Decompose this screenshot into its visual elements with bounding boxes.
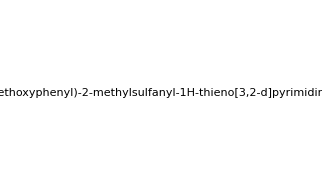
Text: 7-(4-methoxyphenyl)-2-methylsulfanyl-1H-thieno[3,2-d]pyrimidin-4-one: 7-(4-methoxyphenyl)-2-methylsulfanyl-1H-… <box>0 88 322 97</box>
